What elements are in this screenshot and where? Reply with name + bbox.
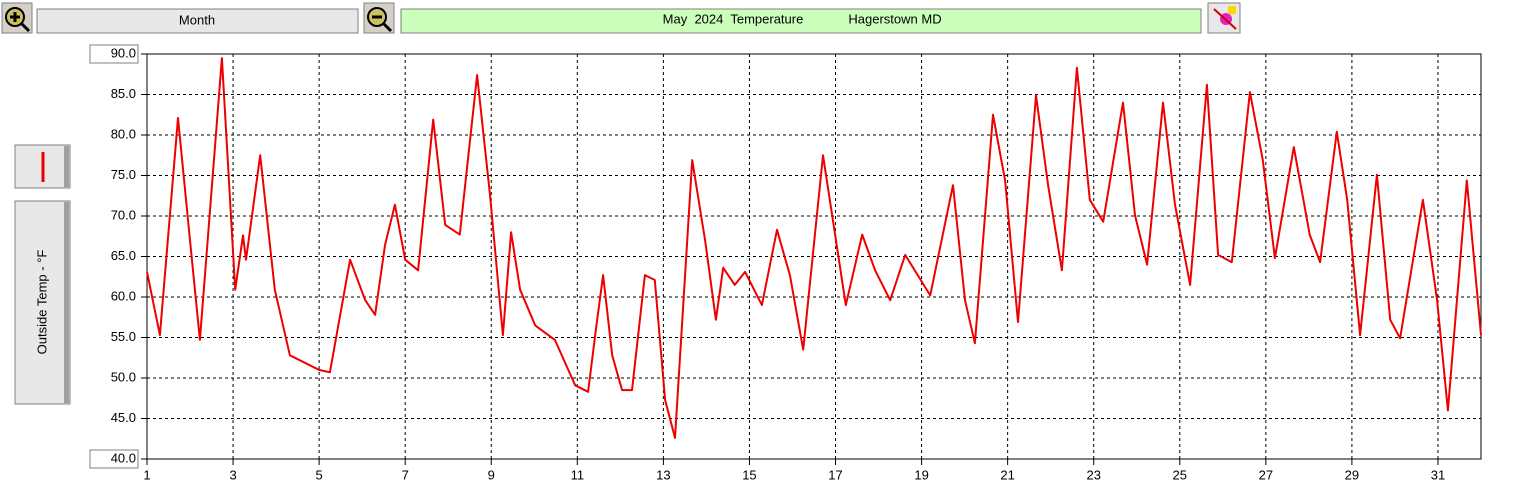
chart-title: May 2024 Temperature (663, 11, 804, 26)
y-tick-label: 80.0 (111, 126, 136, 141)
y-tick-label: 55.0 (111, 329, 136, 344)
x-tick-label: 29 (1345, 467, 1359, 482)
zoom-in-button[interactable] (1, 2, 33, 34)
y-axis-label: Outside Temp - °F (34, 250, 49, 355)
y-tick-box (89, 449, 139, 469)
x-tick-label: 7 (402, 467, 409, 482)
y-tick-label: 45.0 (111, 410, 136, 425)
x-tick-label: 25 (1173, 467, 1187, 482)
zoom-out-button[interactable] (363, 2, 395, 34)
y-tick-label: 50.0 (111, 369, 136, 384)
x-tick-label: 11 (571, 467, 585, 482)
x-tick-label: 5 (316, 467, 323, 482)
y-tick-label: 85.0 (111, 86, 136, 101)
y-tick-label: 40.0 (111, 450, 136, 465)
temperature-line (146, 57, 1482, 439)
x-tick-label: 21 (1000, 467, 1014, 482)
x-tick-label: 13 (656, 467, 670, 482)
period-label: Month (179, 12, 215, 27)
color-button[interactable] (1207, 2, 1241, 34)
y-tick-label: 60.0 (111, 288, 136, 303)
y-tick-label: 70.0 (111, 207, 136, 222)
x-tick-label: 27 (1259, 467, 1273, 482)
x-tick-label: 15 (742, 467, 756, 482)
period-selector[interactable]: Month (36, 8, 359, 34)
series-button[interactable] (14, 144, 71, 189)
y-tick-label: 75.0 (111, 167, 136, 182)
title-bar (400, 8, 1202, 34)
x-tick-label: 19 (914, 467, 928, 482)
y-tick-box (89, 44, 139, 64)
y-tick-label: 90.0 (111, 45, 136, 60)
x-tick-label: 31 (1431, 467, 1445, 482)
x-tick-label: 9 (488, 467, 495, 482)
axis-label-button[interactable]: Outside Temp - °F (14, 200, 71, 405)
chart-subtitle: Hagerstown MD (848, 11, 941, 26)
x-tick-label: 3 (229, 467, 236, 482)
y-tick-label: 65.0 (111, 248, 136, 263)
x-tick-label: 23 (1086, 467, 1100, 482)
x-tick-label: 17 (828, 467, 842, 482)
x-tick-label: 1 (143, 467, 150, 482)
